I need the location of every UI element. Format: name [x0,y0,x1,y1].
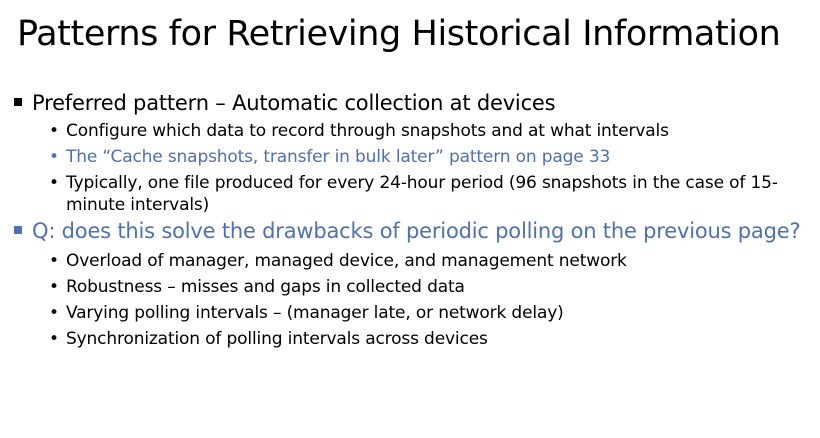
slide-body: Preferred pattern – Automatic collection… [0,92,820,354]
sub-bullet-text: Synchronization of polling intervals acr… [66,329,488,349]
sub-bullet-overload: • Overload of manager, managed device, a… [0,250,820,272]
sub-bullet-file-per-period: • Typically, one file produced for every… [0,172,820,216]
sub-bullet-text: Configure which data to record through s… [66,121,669,141]
sub-bullet-text: The “Cache snapshots, transfer in bulk l… [66,147,611,167]
sub-bullet-varying-intervals: • Varying polling intervals – (manager l… [0,302,820,324]
slide-title: Patterns for Retrieving Historical Infor… [17,14,781,54]
square-bullet-icon [14,226,22,234]
bullet-question: Q: does this solve the drawbacks of peri… [0,220,820,242]
sub-bullet-text: Robustness – misses and gaps in collecte… [66,277,465,297]
square-bullet-icon [14,98,22,106]
bullet-text: Preferred pattern – Automatic collection… [32,91,556,115]
sub-bullet-synchronization: • Synchronization of polling intervals a… [0,328,820,350]
sub-bullet-text: Typically, one file produced for every 2… [66,173,778,215]
round-bullet-icon: • [49,251,59,271]
sub-bullet-robustness: • Robustness – misses and gaps in collec… [0,276,820,298]
round-bullet-icon: • [49,303,59,323]
round-bullet-icon: • [49,329,59,349]
sub-bullet-text: Overload of manager, managed device, and… [66,251,627,271]
round-bullet-icon: • [49,147,59,167]
sub-bullet-configure: • Configure which data to record through… [0,120,820,142]
bullet-preferred-pattern: Preferred pattern – Automatic collection… [0,92,820,120]
sub-bullet-text: Varying polling intervals – (manager lat… [66,303,564,323]
round-bullet-icon: • [49,173,59,193]
round-bullet-icon: • [49,121,59,141]
round-bullet-icon: • [49,277,59,297]
bullet-text: Q: does this solve the drawbacks of peri… [32,219,801,243]
sub-bullet-cache-snapshots: • The “Cache snapshots, transfer in bulk… [0,146,820,168]
